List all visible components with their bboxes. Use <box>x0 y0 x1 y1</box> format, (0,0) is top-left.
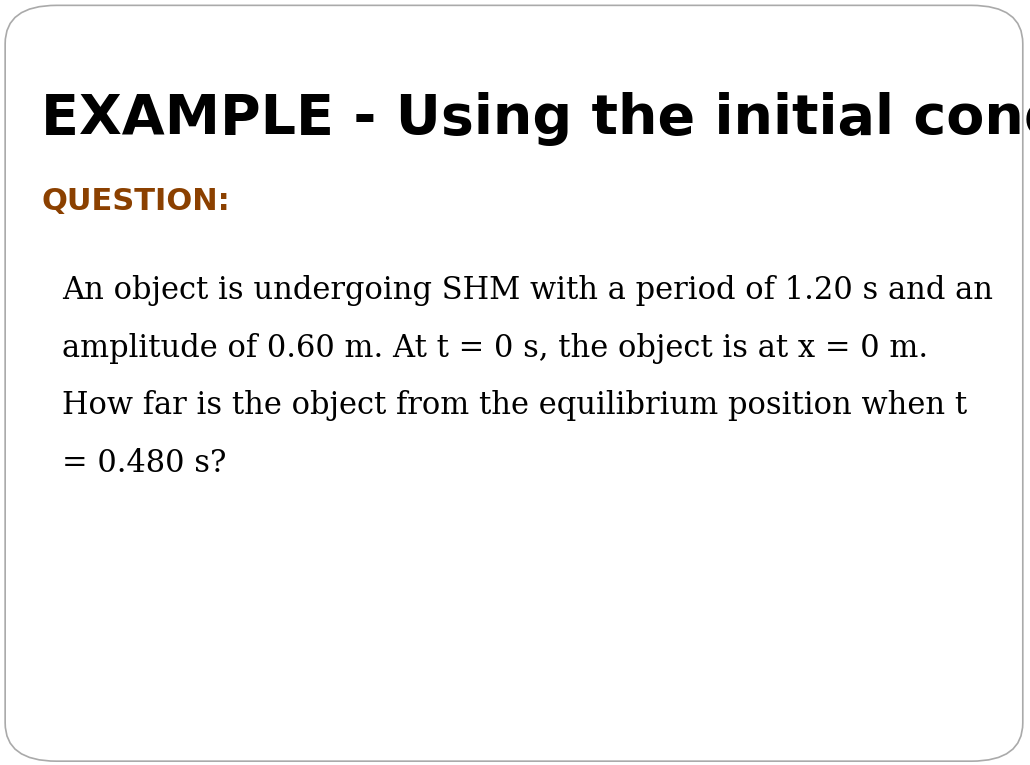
Text: = 0.480 s?: = 0.480 s? <box>62 448 227 479</box>
Text: QUESTION:: QUESTION: <box>41 187 230 216</box>
Text: EXAMPLE - Using the initial conditions: EXAMPLE - Using the initial conditions <box>41 92 1030 146</box>
Text: amplitude of 0.60 m. At t = 0 s, the object is at x = 0 m.: amplitude of 0.60 m. At t = 0 s, the obj… <box>62 333 928 364</box>
FancyBboxPatch shape <box>5 5 1023 761</box>
Text: An object is undergoing SHM with a period of 1.20 s and an: An object is undergoing SHM with a perio… <box>62 275 993 307</box>
Text: How far is the object from the equilibrium position when t: How far is the object from the equilibri… <box>62 390 967 422</box>
